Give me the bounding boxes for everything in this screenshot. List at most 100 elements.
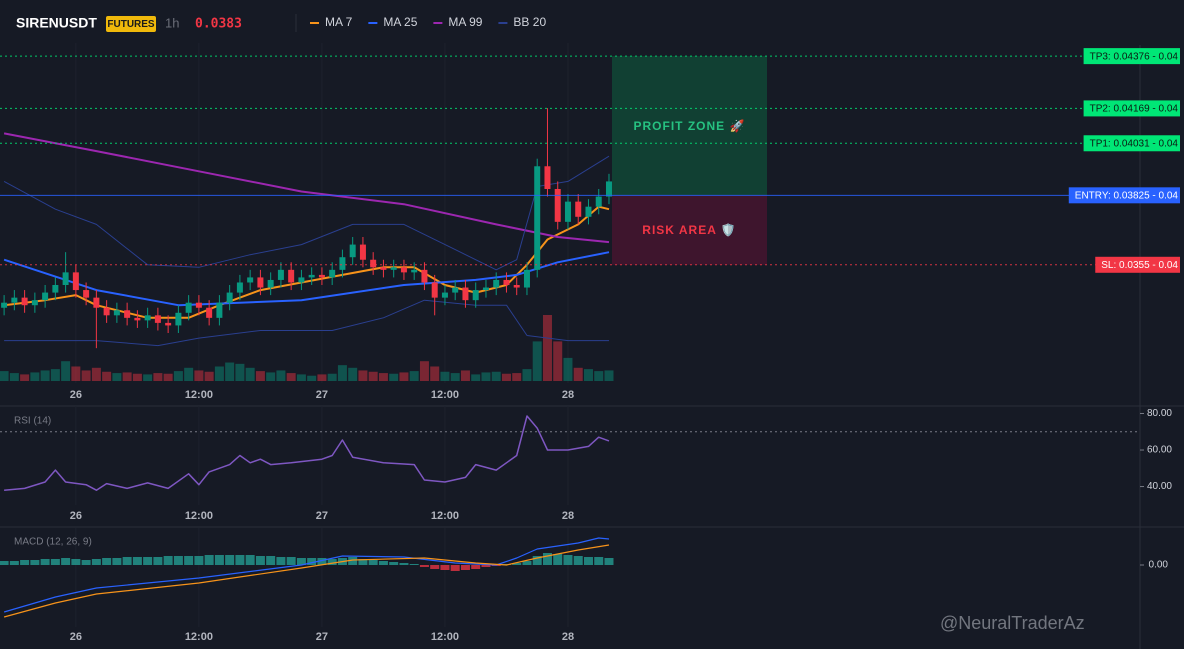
- level-label-bg: [1083, 48, 1180, 65]
- x-tick-label: 12:00: [185, 631, 213, 643]
- candle-body: [11, 297, 18, 303]
- histogram-bar: [225, 555, 235, 565]
- volume-bar: [553, 341, 563, 381]
- volume-bar: [40, 370, 50, 381]
- histogram-bar: [61, 558, 71, 565]
- candle-body: [318, 274, 325, 278]
- histogram-bar: [583, 557, 593, 565]
- y-tick-label: 60.00: [1147, 445, 1172, 456]
- volume-bar: [337, 365, 347, 381]
- candle-body: [431, 282, 438, 298]
- volume-bar: [30, 372, 40, 381]
- volume-bar: [317, 374, 327, 381]
- volume-bar: [430, 366, 440, 381]
- histogram-bar: [317, 558, 327, 565]
- x-tick-label: 12:00: [431, 510, 459, 522]
- risk-zone-label: RISK AREA 🛡️: [642, 223, 736, 237]
- level-label-bg: [1095, 256, 1180, 273]
- candle-body: [124, 310, 131, 318]
- volume-bar: [0, 371, 9, 381]
- volume-bar: [419, 361, 429, 381]
- volume-bar: [563, 357, 573, 381]
- candle-body: [441, 292, 448, 298]
- x-tick-label: 12:00: [185, 510, 213, 522]
- histogram-bar: [594, 557, 604, 565]
- volume-bar: [143, 374, 153, 381]
- volume-bar: [409, 371, 419, 381]
- histogram-bar: [409, 564, 419, 565]
- volume-bar: [327, 373, 337, 381]
- histogram-bar: [450, 565, 460, 571]
- candle-body: [72, 272, 79, 291]
- histogram-bar: [50, 559, 60, 565]
- volume-bar: [276, 370, 286, 381]
- histogram-bar: [573, 556, 583, 565]
- histogram-bar: [481, 565, 491, 567]
- histogram-bar: [378, 561, 388, 565]
- histogram-bar: [542, 553, 552, 565]
- badge-bg: [106, 16, 156, 32]
- candle-body: [421, 269, 428, 283]
- x-tick-label: 28: [562, 389, 574, 401]
- volume-bar: [491, 371, 501, 381]
- volume-bar: [245, 367, 255, 381]
- histogram-bar: [30, 560, 40, 565]
- x-tick-label: 28: [562, 510, 574, 522]
- signal-line: [3, 544, 610, 618]
- histogram-bar: [173, 556, 183, 565]
- volume-bar: [542, 315, 552, 381]
- candle-body: [165, 322, 172, 326]
- level-label-bg: [1068, 187, 1180, 204]
- candle-body: [154, 315, 161, 323]
- y-tick-label: 40.00: [1147, 481, 1172, 492]
- candle-body: [380, 267, 387, 270]
- candle-body: [390, 267, 397, 270]
- histogram-bar: [512, 563, 522, 565]
- candle-body: [1, 302, 8, 308]
- y-tick-label: 80.00: [1147, 408, 1172, 419]
- legend-label: MA 7: [325, 15, 353, 29]
- candle-body: [113, 310, 120, 316]
- candle-body: [585, 206, 592, 217]
- candle-body: [298, 277, 305, 283]
- level-label-bg: [1083, 135, 1180, 152]
- histogram-bar: [194, 556, 204, 565]
- indicator-line: [3, 205, 610, 319]
- x-tick-label: 12:00: [431, 631, 459, 643]
- candle-body: [575, 201, 582, 217]
- volume-bar: [132, 373, 142, 381]
- volume-bar: [184, 367, 194, 381]
- candle-body: [267, 279, 274, 288]
- volume-bar: [102, 371, 112, 381]
- volume-bar: [450, 373, 460, 381]
- level-label-bg: [1083, 100, 1180, 117]
- histogram-bar: [276, 557, 286, 565]
- legend-label: MA 99: [448, 15, 482, 29]
- candle-body: [31, 300, 38, 306]
- rsi-line: [4, 415, 610, 491]
- candle-body: [513, 285, 520, 288]
- candle-body: [52, 285, 59, 293]
- volume-bar: [173, 371, 183, 381]
- histogram-bar: [553, 554, 563, 565]
- volume-bar: [81, 370, 91, 381]
- level-label: TP3: 0.04376 - 0.04: [1090, 51, 1179, 62]
- volume-bar: [368, 371, 378, 381]
- candle-body: [236, 282, 243, 293]
- candle-body: [493, 279, 500, 288]
- candle-body: [62, 272, 69, 285]
- x-tick-label: 27: [316, 510, 328, 522]
- volume-bar: [204, 371, 214, 381]
- histogram-bar: [430, 565, 440, 569]
- volume-bar: [573, 367, 583, 381]
- histogram-bar: [40, 559, 50, 565]
- candle-body: [564, 201, 571, 222]
- candle-body: [400, 267, 407, 273]
- interval: 1h: [165, 15, 179, 30]
- symbol: SIRENUSDT: [16, 15, 97, 31]
- histogram-bar: [255, 556, 265, 565]
- candle-body: [544, 166, 551, 189]
- candle-body: [503, 279, 510, 285]
- histogram-bar: [20, 560, 30, 565]
